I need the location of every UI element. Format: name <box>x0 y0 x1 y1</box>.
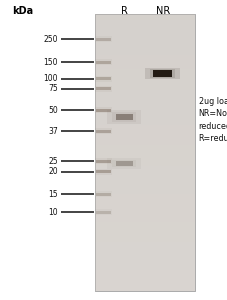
Bar <box>95 90 195 97</box>
Text: 250: 250 <box>43 34 58 43</box>
Bar <box>113 112 136 122</box>
Bar <box>113 160 136 167</box>
Bar <box>96 87 111 90</box>
Bar <box>95 191 112 197</box>
Bar <box>95 236 195 242</box>
Bar <box>95 55 195 62</box>
Bar <box>95 209 112 215</box>
Bar <box>95 131 195 138</box>
Bar <box>95 111 195 118</box>
Bar <box>96 211 111 214</box>
Bar <box>95 104 195 111</box>
Bar <box>95 169 112 175</box>
Bar <box>96 38 111 40</box>
Bar <box>95 138 195 145</box>
Bar <box>95 62 195 69</box>
Bar <box>95 48 195 55</box>
Bar <box>95 41 195 48</box>
Bar <box>95 256 195 263</box>
Bar <box>95 215 195 222</box>
Bar <box>95 166 195 173</box>
Bar <box>95 208 195 215</box>
Bar <box>95 270 195 277</box>
Text: kDa: kDa <box>12 5 34 16</box>
Bar <box>96 109 111 112</box>
Bar <box>95 27 195 34</box>
Bar <box>95 201 195 208</box>
Bar <box>95 229 195 236</box>
Bar <box>95 83 195 90</box>
Bar <box>107 110 141 124</box>
Bar <box>95 36 112 42</box>
Bar <box>95 34 195 41</box>
Text: 150: 150 <box>43 58 58 67</box>
Bar <box>95 76 195 83</box>
Bar <box>95 284 195 291</box>
Bar <box>96 170 111 173</box>
Bar <box>95 14 195 291</box>
Bar <box>95 242 195 249</box>
Bar <box>95 173 195 180</box>
Bar <box>95 97 195 104</box>
Bar <box>95 14 195 291</box>
Bar <box>95 128 112 134</box>
Bar <box>96 77 111 80</box>
Bar <box>95 159 195 166</box>
Bar <box>95 187 195 194</box>
Bar <box>96 160 111 163</box>
Bar <box>95 107 112 113</box>
Bar <box>95 152 195 159</box>
Bar <box>95 69 195 76</box>
Bar <box>95 124 195 131</box>
Bar <box>95 158 112 164</box>
Bar <box>95 76 112 82</box>
Bar <box>95 249 195 256</box>
Text: 10: 10 <box>48 208 58 217</box>
Bar <box>116 161 133 166</box>
Bar <box>107 158 141 169</box>
Bar <box>145 68 180 80</box>
Text: 2ug loading
NR=Non-
reduced
R=reduced: 2ug loading NR=Non- reduced R=reduced <box>199 97 227 143</box>
Bar <box>95 14 195 20</box>
Text: R: R <box>121 5 128 16</box>
Text: 37: 37 <box>48 127 58 136</box>
Bar <box>95 118 195 124</box>
Text: 25: 25 <box>48 157 58 166</box>
Text: 100: 100 <box>43 74 58 83</box>
Bar <box>96 193 111 196</box>
Bar <box>153 70 172 77</box>
Bar <box>95 20 195 27</box>
Text: NR: NR <box>156 5 170 16</box>
Text: 75: 75 <box>48 84 58 93</box>
Bar <box>95 180 195 187</box>
Bar <box>96 130 111 133</box>
Bar <box>116 114 133 120</box>
Bar <box>95 194 195 201</box>
Text: 15: 15 <box>48 190 58 199</box>
Bar <box>95 85 112 91</box>
Text: 50: 50 <box>48 106 58 115</box>
Bar <box>150 69 175 78</box>
Bar <box>95 263 195 270</box>
Text: 20: 20 <box>48 167 58 176</box>
Bar <box>95 277 195 284</box>
Bar <box>95 59 112 65</box>
Bar <box>96 61 111 64</box>
Bar <box>95 145 195 152</box>
Bar <box>95 222 195 229</box>
